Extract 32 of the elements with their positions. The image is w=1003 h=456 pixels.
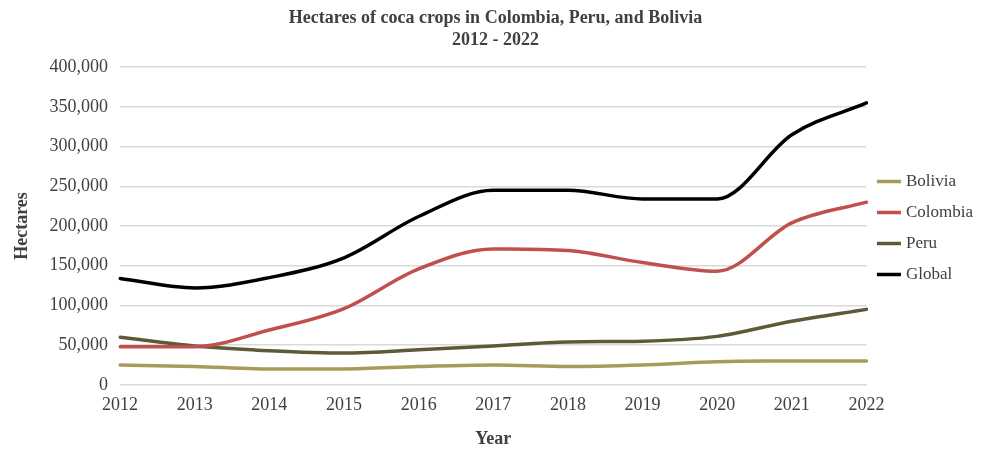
chart-title: Hectares of coca crops in Colombia, Peru, and Bolivia bbox=[288, 7, 703, 28]
line-series bbox=[118, 307, 869, 355]
x-tick-label: 2015 bbox=[326, 394, 362, 415]
legend-label: Peru bbox=[905, 232, 938, 252]
y-tick-label: 350,000 bbox=[49, 95, 109, 116]
chart-subtitle: 2012 - 2022 bbox=[452, 29, 539, 50]
x-tick-label: 2016 bbox=[400, 394, 437, 415]
x-tick-label: 2021 bbox=[773, 394, 810, 415]
y-tick-label: 300,000 bbox=[49, 135, 109, 156]
y-tick-label: 200,000 bbox=[49, 214, 109, 235]
x-tick-label: 2012 bbox=[102, 394, 139, 415]
legend-label: Bolivia bbox=[905, 170, 957, 190]
x-tick-label: 2014 bbox=[251, 394, 288, 415]
x-tick-label: 2018 bbox=[549, 394, 586, 415]
x-tick-label: 2022 bbox=[848, 394, 885, 415]
legend-label: Colombia bbox=[905, 201, 974, 221]
x-tick-label: 2020 bbox=[699, 394, 736, 415]
x-tick-label: 2013 bbox=[176, 394, 213, 415]
legend-label: Global bbox=[905, 263, 953, 283]
y-tick-label: 250,000 bbox=[49, 175, 109, 196]
y-tick-label: 400,000 bbox=[49, 55, 109, 76]
y-tick-label: 150,000 bbox=[49, 254, 109, 275]
x-axis-title: Year bbox=[475, 427, 512, 448]
y-tick-label: 100,000 bbox=[49, 294, 109, 315]
y-tick-label: 50,000 bbox=[58, 333, 109, 354]
x-tick-label: 2017 bbox=[475, 394, 512, 415]
y-axis-title: Hectares bbox=[11, 192, 32, 260]
line-series bbox=[118, 200, 869, 349]
x-tick-label: 2019 bbox=[624, 394, 661, 415]
line-series bbox=[118, 101, 869, 290]
y-tick-label: 0 bbox=[99, 373, 109, 394]
line-series bbox=[118, 359, 869, 371]
